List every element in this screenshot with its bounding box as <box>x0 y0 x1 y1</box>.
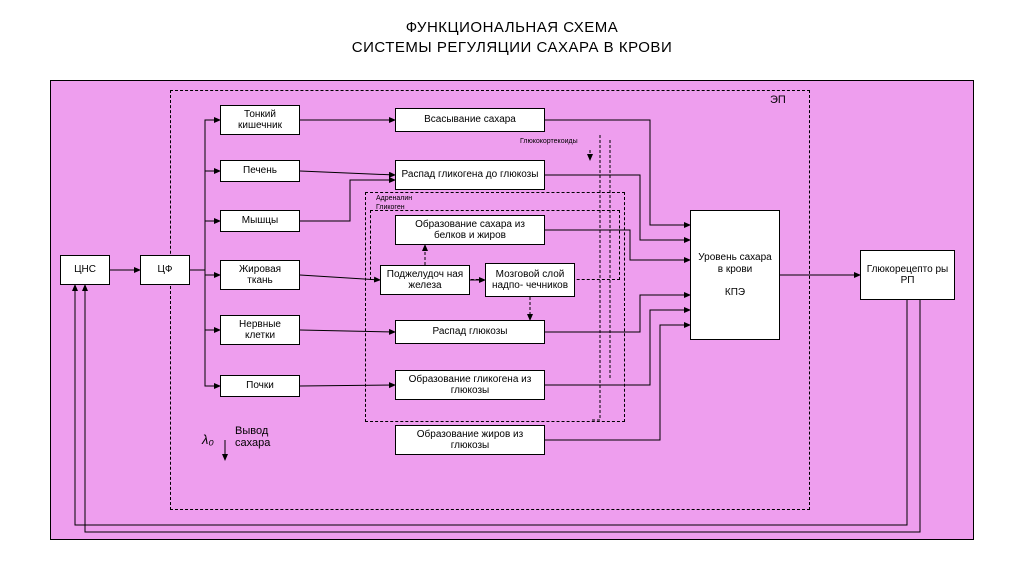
label-adrenalin: Адреналин <box>376 195 412 202</box>
title-line1: ФУНКЦИОНАЛЬНАЯ СХЕМА <box>406 19 619 36</box>
node-myshcy: Мышцы <box>220 210 300 232</box>
title-line2: СИСТЕМЫ РЕГУЛЯЦИИ САХАРА В КРОВИ <box>352 39 672 56</box>
label-lambda: λ₀ <box>202 432 214 447</box>
diagram-canvas: ЦНС ЦФ Тонкий кишечник Печень Мышцы Жировая т… <box>50 80 974 550</box>
node-pochki: Почки <box>220 375 300 397</box>
node-vsas: Всасывание сахара <box>395 108 545 132</box>
node-raspad_g: Распад гликогена до глюкозы <box>395 160 545 190</box>
node-uroven: Уровень сахара в кровиКПЭ <box>690 210 780 340</box>
node-pechen: Печень <box>220 160 300 182</box>
node-mozg: Мозговой слой надпо- чечников <box>485 263 575 297</box>
node-zhir: Жировая ткань <box>220 260 300 290</box>
node-obraz_s: Образование сахара из белков и жиров <box>395 215 545 245</box>
node-raspad_gl: Распад глюкозы <box>395 320 545 344</box>
label-vyvod: Выводсахара <box>235 425 270 449</box>
label-ep: ЭП <box>770 94 786 106</box>
node-cf: ЦФ <box>140 255 190 285</box>
label-glikogen: Гликоген <box>376 204 405 211</box>
node-cns: ЦНС <box>60 255 110 285</box>
node-tonk: Тонкий кишечник <box>220 105 300 135</box>
node-podzh: Поджелудоч ная железа <box>380 265 470 295</box>
node-obraz_zh: Образование жиров из глюкозы <box>395 425 545 455</box>
node-nerv: Нервные клетки <box>220 315 300 345</box>
label-glukokort: Глюкокортекоиды <box>520 138 578 145</box>
node-gluko: Глюкорецепто рыРП <box>860 250 955 300</box>
page-title: ФУНКЦИОНАЛЬНАЯ СХЕМА СИСТЕМЫ РЕГУЛЯЦИИ С… <box>0 0 1024 57</box>
node-obraz_gl: Образование гликогена из глюкозы <box>395 370 545 400</box>
